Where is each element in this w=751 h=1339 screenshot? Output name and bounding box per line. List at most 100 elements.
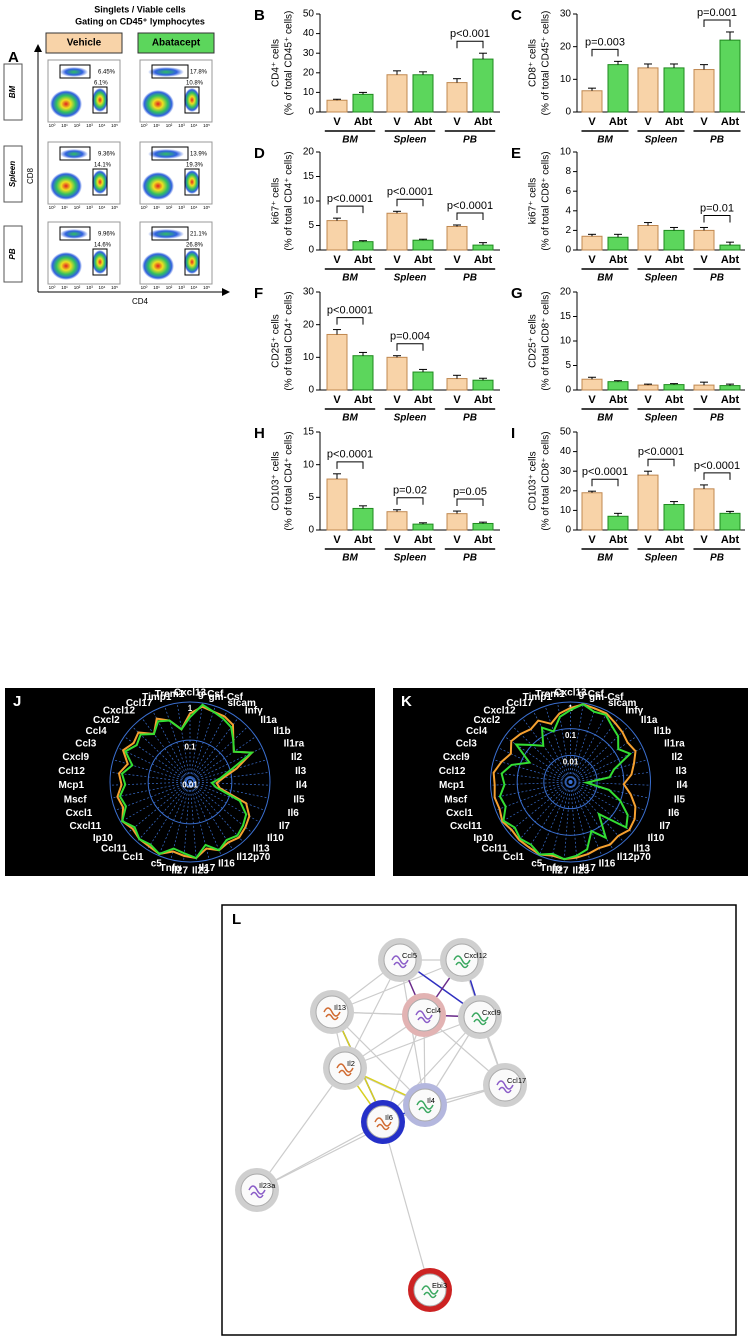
row-label-box	[3, 63, 23, 121]
radar-spoke	[189, 772, 270, 783]
radar-spoke	[189, 781, 270, 786]
radar-ring-label: 1	[188, 704, 193, 713]
y-tick-label: 10	[560, 147, 572, 158]
p-value: p=0.05	[453, 486, 487, 498]
y-tick-label: 50	[560, 427, 572, 438]
x-tick-label: V	[333, 116, 341, 128]
p-value: p<0.0001	[694, 460, 740, 472]
x-tick-label: Abt	[354, 534, 373, 546]
radar-axis-label: Cxcl12	[103, 705, 136, 716]
radar-axis-label: Il3	[676, 766, 688, 777]
y-axis-label: CD25⁺ cells	[271, 314, 282, 368]
group-label: Spleen	[645, 273, 678, 284]
radar-axis-label: Il1b	[273, 726, 290, 737]
network-edge	[382, 1016, 481, 1123]
x-tick-label: V	[588, 116, 596, 128]
radar-axis-label: Ccl17	[126, 698, 153, 709]
gate	[184, 248, 200, 276]
gate	[59, 146, 91, 161]
gate	[151, 146, 189, 161]
radar-spoke	[189, 781, 234, 850]
panel-letter: G	[511, 285, 523, 302]
radar-spoke	[189, 747, 263, 783]
radar-axis-label: Timp1	[523, 692, 553, 703]
y-axis-label: (% of total CD45⁺ cells)	[284, 11, 295, 116]
bar	[693, 488, 715, 531]
flow-tick-label: 10⁵	[203, 205, 210, 210]
radar-spoke	[132, 726, 191, 783]
protein-structure	[391, 955, 409, 969]
y-axis-label: (% of total CD4⁺ cells)	[284, 151, 295, 250]
y-tick-label: 0	[308, 385, 314, 396]
bar	[446, 513, 468, 531]
flow-tick-label: 10⁰	[49, 205, 56, 210]
radar-spoke	[570, 726, 629, 783]
radar-axis-label: g-Csf	[198, 689, 224, 700]
radar-spoke	[189, 781, 222, 856]
bar	[326, 333, 348, 391]
radar-axis-label: Infγ	[625, 705, 643, 716]
radar-axis-label: Ccl1	[503, 852, 525, 863]
flow-tick-label: 10¹	[153, 205, 160, 210]
radar-spoke	[495, 781, 571, 811]
radar-axis-label: Il16	[599, 859, 616, 870]
flow-tick-label: 10⁴	[99, 285, 106, 290]
cell-cloud	[50, 172, 82, 200]
gate	[59, 64, 91, 79]
y-tick-label: 0	[308, 245, 314, 256]
radar-axis-label: Ccl4	[466, 726, 488, 737]
y-tick-label: 2	[565, 225, 571, 236]
cell-cloud	[60, 67, 88, 77]
p-value: p=0.02	[393, 485, 427, 497]
radar-spoke	[152, 711, 191, 783]
flow-tick-label: 10³	[178, 285, 185, 290]
radar-axis-label: Mcp1	[439, 780, 465, 791]
radar-axis-label: c5	[151, 859, 163, 870]
radar-axis-label: Ccl12	[58, 766, 85, 777]
gate-percent: 26.8%	[186, 243, 204, 249]
radar-spoke	[176, 702, 191, 783]
network-node-label: Ebi3	[432, 1281, 447, 1290]
panel-letter: I	[511, 425, 515, 442]
flow-ylabel: CD8	[26, 167, 35, 184]
radar-spoke	[508, 781, 571, 833]
x-tick-label: V	[393, 394, 401, 406]
y-axis-label: (% of total CD45⁺ cells)	[541, 11, 552, 116]
radar-axis-label: Il10	[267, 833, 284, 844]
group-label: BM	[342, 553, 358, 564]
row-label: Spleen	[8, 161, 17, 187]
x-tick-label: V	[700, 116, 708, 128]
row-label: PB	[8, 248, 17, 259]
x-tick-label: Abt	[414, 116, 433, 128]
flow-tick-label: 10¹	[61, 285, 68, 290]
panel-letter: D	[254, 145, 265, 162]
radar-spoke	[170, 781, 191, 860]
radar-ring-label: 0.01	[563, 757, 579, 766]
radar-axis-label: Cxcl11	[69, 821, 101, 832]
y-axis-label: CD25⁺ cells	[528, 314, 539, 368]
y-tick-label: 0	[565, 385, 571, 396]
x-tick-label: Abt	[721, 254, 740, 266]
significance-bracket	[396, 198, 424, 207]
panel-letter: J	[13, 693, 21, 710]
radar-spoke	[164, 706, 191, 783]
y-tick-label: 5	[308, 220, 314, 231]
radar-axis-label: Timp1	[142, 692, 172, 703]
group-label: PB	[463, 413, 477, 424]
radar-axis-label: Infγ	[245, 705, 263, 716]
radar-axis-label: gm-Csf	[209, 692, 244, 703]
bar	[581, 235, 603, 251]
radar-spoke	[512, 726, 571, 783]
gate-percent: 21.1%	[190, 232, 208, 238]
radar-ring	[147, 739, 233, 825]
y-tick-label: 0	[565, 245, 571, 256]
group-label: BM	[597, 135, 613, 146]
gate-percent: 14.1%	[94, 163, 112, 169]
y-tick-label: 30	[303, 48, 315, 59]
p-value: p=0.001	[697, 7, 737, 19]
radar-axis-label: slcam	[608, 698, 636, 709]
x-tick-label: V	[588, 534, 596, 546]
radar-spoke	[491, 772, 571, 783]
